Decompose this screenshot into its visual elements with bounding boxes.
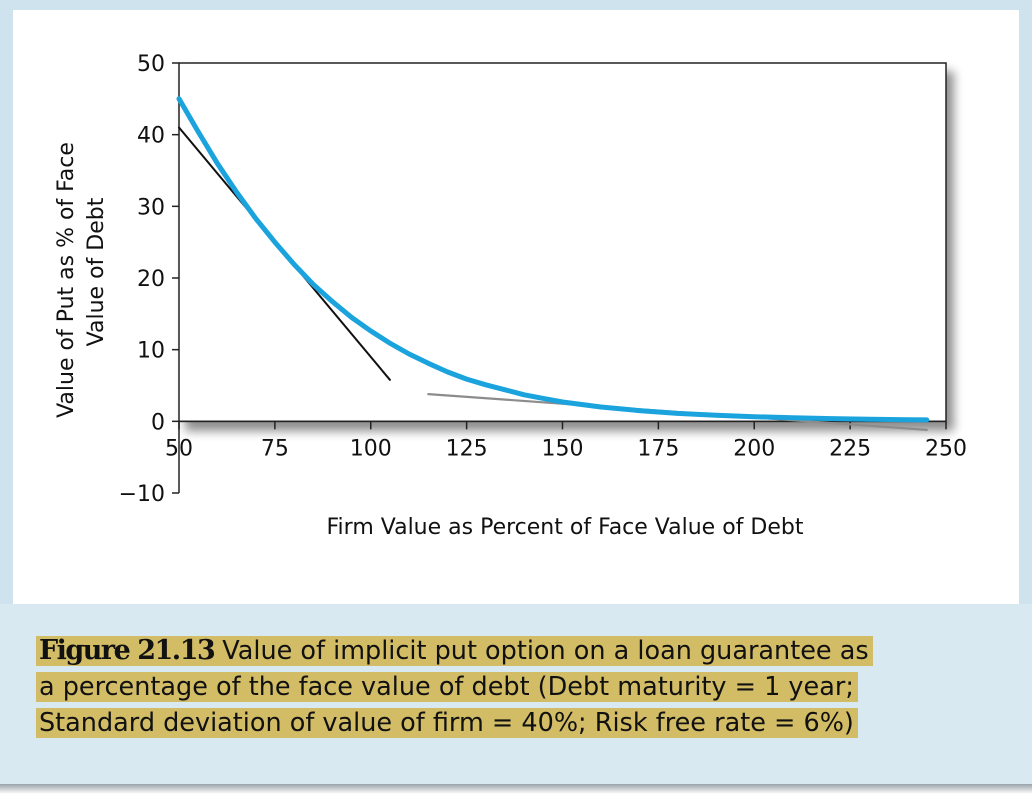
caption-text-1: Value of implicit put option on a loan g… [222, 636, 869, 666]
y-tick-label: 0 [151, 410, 165, 435]
x-tick-label: 50 [165, 436, 193, 461]
x-axis-label: Firm Value as Percent of Face Value of D… [327, 515, 804, 540]
y-tick-label: −10 [119, 482, 165, 507]
caption-line-1: Figure 21.13 Value of implicit put option… [36, 633, 1006, 669]
x-tick-label: 175 [637, 436, 679, 461]
x-tick-label: 100 [350, 436, 392, 461]
x-tick-label: 250 [925, 436, 967, 461]
x-tick-label: 125 [446, 436, 488, 461]
y-tick-label: 40 [137, 124, 165, 149]
x-tick-label: 200 [733, 436, 775, 461]
caption-text-2: a percentage of the face value of debt (… [36, 672, 858, 702]
x-tick-label: 75 [261, 436, 289, 461]
y-tick-label: 20 [137, 267, 165, 292]
series-layer [176, 96, 930, 431]
y-tick-label: 10 [137, 339, 165, 364]
caption-line-3: Standard deviation of value of firm = 40… [36, 705, 1006, 741]
y-tick-label: 50 [137, 52, 165, 77]
x-tick-label: 150 [542, 436, 584, 461]
caption-text-3: Standard deviation of value of firm = 40… [36, 708, 858, 738]
x-tick-label: 225 [829, 436, 871, 461]
figure-label: Figure 21.13 [39, 635, 216, 666]
y-tick-label: 30 [137, 195, 165, 220]
put-value-curve [176, 96, 930, 423]
y-axis-label-line-1: Value of Put as % of Face [54, 142, 79, 418]
caption-line-2: a percentage of the face value of debt (… [36, 669, 1006, 705]
plot-area [178, 62, 947, 423]
figure-caption: Figure 21.13 Value of implicit put option… [36, 633, 1006, 741]
bottom-shadow [0, 784, 1032, 794]
y-axis-label-line-2: Value of Debt [84, 197, 109, 346]
